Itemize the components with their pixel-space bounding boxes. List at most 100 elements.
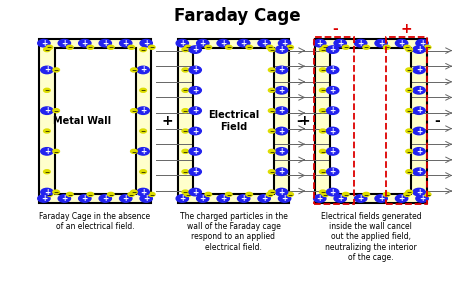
Text: +: +	[261, 194, 267, 203]
Circle shape	[226, 192, 232, 196]
Text: Metal Wall: Metal Wall	[53, 116, 111, 126]
Text: −: −	[343, 192, 348, 197]
Circle shape	[184, 45, 191, 49]
Text: +: +	[416, 147, 422, 156]
Text: +: +	[278, 126, 285, 136]
Text: +: +	[378, 39, 384, 48]
Text: −: −	[182, 88, 188, 93]
Circle shape	[46, 45, 53, 49]
Text: −: −	[47, 192, 52, 197]
Text: +: +	[278, 106, 285, 115]
Text: −: −	[407, 88, 412, 93]
Circle shape	[205, 45, 211, 49]
Text: −: −	[407, 169, 412, 174]
Circle shape	[140, 39, 152, 47]
Text: +: +	[192, 65, 198, 74]
Circle shape	[406, 170, 412, 174]
Circle shape	[176, 195, 189, 202]
Text: −: −	[384, 45, 389, 50]
Text: +: +	[329, 45, 336, 54]
Text: −: −	[320, 47, 326, 52]
Circle shape	[140, 129, 146, 133]
Text: +: +	[220, 39, 227, 48]
Circle shape	[268, 129, 275, 133]
Circle shape	[406, 149, 412, 153]
Text: −: −	[128, 45, 134, 50]
Text: −: −	[131, 190, 137, 194]
Circle shape	[314, 195, 326, 202]
Text: +: +	[337, 194, 343, 203]
Circle shape	[278, 195, 291, 202]
Circle shape	[327, 107, 339, 114]
Text: +: +	[299, 114, 310, 128]
Circle shape	[416, 39, 428, 47]
Circle shape	[275, 87, 288, 94]
Circle shape	[413, 148, 425, 155]
Circle shape	[395, 195, 408, 202]
Circle shape	[189, 127, 201, 135]
Circle shape	[237, 39, 250, 47]
Text: −: −	[320, 88, 326, 93]
Circle shape	[226, 45, 232, 49]
Text: −: −	[323, 192, 328, 197]
Circle shape	[189, 66, 201, 74]
Circle shape	[406, 47, 412, 51]
Circle shape	[383, 192, 390, 196]
Circle shape	[319, 149, 326, 153]
Text: +: +	[278, 86, 285, 95]
Text: −: −	[267, 45, 272, 50]
Text: +: +	[278, 147, 285, 156]
Text: +: +	[192, 86, 198, 95]
Text: +: +	[278, 65, 285, 74]
Text: +: +	[192, 126, 198, 136]
Text: Faraday Cage in the absence
of an electrical field.: Faraday Cage in the absence of an electr…	[39, 212, 151, 231]
Text: Faraday Cage: Faraday Cage	[173, 7, 301, 25]
Text: −: −	[182, 47, 188, 52]
Circle shape	[140, 47, 146, 51]
Circle shape	[41, 148, 53, 155]
Circle shape	[41, 107, 53, 114]
Bar	[315, 39, 427, 203]
Text: −: −	[407, 108, 412, 113]
Text: −: −	[108, 192, 113, 197]
Text: −: −	[54, 108, 59, 113]
Circle shape	[130, 149, 137, 153]
Text: −: −	[185, 45, 191, 50]
Circle shape	[406, 88, 412, 92]
Text: +: +	[200, 194, 206, 203]
Circle shape	[327, 127, 339, 135]
Text: −: −	[269, 88, 274, 93]
Text: −: −	[182, 149, 188, 154]
Circle shape	[137, 107, 149, 114]
Bar	[39, 39, 151, 203]
Circle shape	[319, 190, 326, 194]
Circle shape	[148, 192, 155, 196]
Text: +: +	[102, 39, 109, 48]
Circle shape	[184, 192, 191, 196]
Circle shape	[66, 45, 73, 49]
Circle shape	[287, 192, 293, 196]
Text: −: −	[407, 128, 412, 134]
Text: −: −	[182, 108, 188, 113]
Circle shape	[217, 195, 229, 202]
Circle shape	[355, 195, 367, 202]
Circle shape	[327, 168, 339, 175]
Circle shape	[66, 192, 73, 196]
Text: −: −	[54, 149, 59, 154]
Text: +: +	[143, 194, 149, 203]
Text: −: −	[131, 108, 137, 113]
Circle shape	[334, 195, 346, 202]
Circle shape	[38, 195, 50, 202]
Text: −: −	[67, 45, 73, 50]
Circle shape	[137, 188, 149, 196]
Circle shape	[406, 129, 412, 133]
Bar	[386, 37, 427, 204]
Text: −: −	[320, 108, 326, 113]
Text: +: +	[399, 194, 405, 203]
Circle shape	[342, 45, 349, 49]
Text: −: −	[269, 190, 274, 194]
Circle shape	[268, 190, 275, 194]
Text: −: −	[269, 108, 274, 113]
Text: +: +	[416, 167, 422, 176]
Text: −: −	[54, 67, 59, 72]
